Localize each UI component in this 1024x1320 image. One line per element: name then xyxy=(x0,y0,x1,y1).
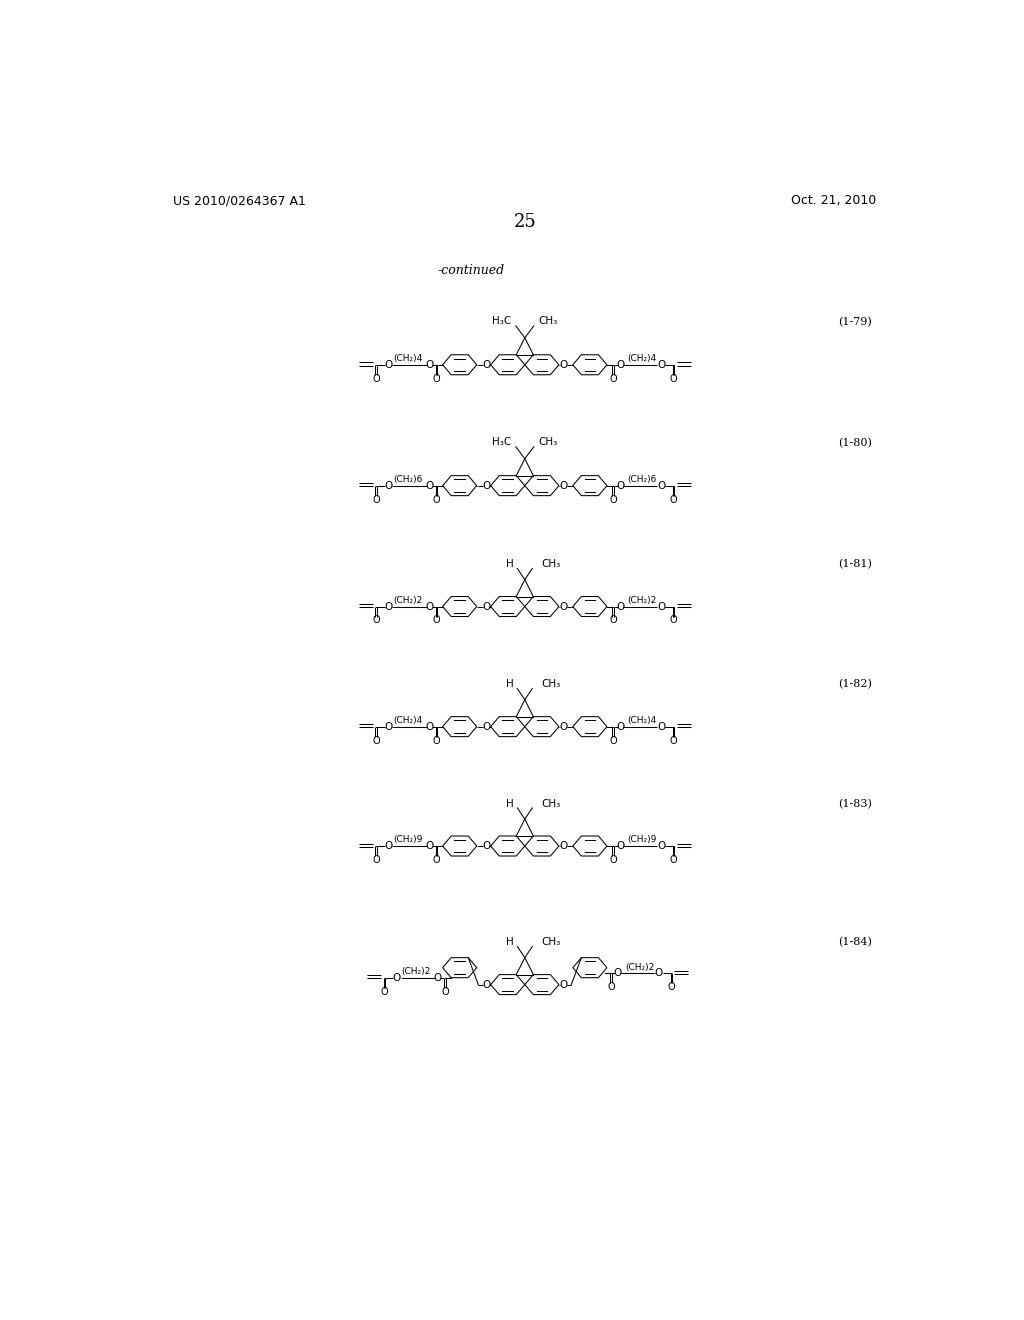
Text: O: O xyxy=(670,374,678,384)
Text: O: O xyxy=(613,969,622,978)
Text: (1-79): (1-79) xyxy=(839,317,872,327)
Text: O: O xyxy=(559,722,567,731)
Text: O: O xyxy=(670,735,678,746)
Text: O: O xyxy=(372,735,380,746)
Text: O: O xyxy=(609,374,617,384)
Text: H₃C: H₃C xyxy=(493,437,512,446)
Text: (CH₂)4: (CH₂)4 xyxy=(627,354,656,363)
Text: O: O xyxy=(559,602,567,611)
Text: (CH₂)2: (CH₂)2 xyxy=(393,595,423,605)
Text: O: O xyxy=(657,480,666,491)
Text: CH₃: CH₃ xyxy=(542,560,561,569)
Text: O: O xyxy=(616,480,625,491)
Text: O: O xyxy=(482,841,490,851)
Text: 25: 25 xyxy=(513,214,537,231)
Text: (1-82): (1-82) xyxy=(838,680,872,689)
Text: O: O xyxy=(432,855,440,865)
Text: O: O xyxy=(425,602,433,611)
Text: CH₃: CH₃ xyxy=(542,937,561,948)
Text: O: O xyxy=(372,615,380,626)
Text: H₃C: H₃C xyxy=(493,315,512,326)
Text: (CH₂)4: (CH₂)4 xyxy=(627,715,656,725)
Text: O: O xyxy=(657,602,666,611)
Text: O: O xyxy=(393,973,401,982)
Text: (CH₂)4: (CH₂)4 xyxy=(393,354,423,363)
Text: (CH₂)2: (CH₂)2 xyxy=(627,595,656,605)
Text: O: O xyxy=(609,615,617,626)
Text: O: O xyxy=(372,374,380,384)
Text: O: O xyxy=(384,480,392,491)
Text: CH₃: CH₃ xyxy=(542,799,561,809)
Text: CH₃: CH₃ xyxy=(542,680,561,689)
Text: O: O xyxy=(372,855,380,865)
Text: H: H xyxy=(506,799,514,809)
Text: CH₃: CH₃ xyxy=(538,315,557,326)
Text: O: O xyxy=(670,855,678,865)
Text: Oct. 21, 2010: Oct. 21, 2010 xyxy=(792,194,877,207)
Text: (CH₂)6: (CH₂)6 xyxy=(627,475,656,484)
Text: (CH₂)2: (CH₂)2 xyxy=(401,968,431,975)
Text: US 2010/0264367 A1: US 2010/0264367 A1 xyxy=(173,194,306,207)
Text: (CH₂)6: (CH₂)6 xyxy=(393,475,423,484)
Text: O: O xyxy=(654,969,664,978)
Text: O: O xyxy=(559,979,567,990)
Text: O: O xyxy=(425,480,433,491)
Text: O: O xyxy=(432,615,440,626)
Text: O: O xyxy=(609,855,617,865)
Text: O: O xyxy=(432,374,440,384)
Text: O: O xyxy=(384,360,392,370)
Text: O: O xyxy=(616,841,625,851)
Text: (1-81): (1-81) xyxy=(838,560,872,569)
Text: O: O xyxy=(609,735,617,746)
Text: (CH₂)9: (CH₂)9 xyxy=(627,836,656,845)
Text: O: O xyxy=(657,722,666,731)
Text: O: O xyxy=(607,982,614,993)
Text: H: H xyxy=(506,680,514,689)
Text: O: O xyxy=(381,986,388,997)
Text: O: O xyxy=(482,722,490,731)
Text: O: O xyxy=(482,480,490,491)
Text: O: O xyxy=(425,722,433,731)
Text: (CH₂)9: (CH₂)9 xyxy=(393,836,423,845)
Text: O: O xyxy=(432,495,440,504)
Text: O: O xyxy=(657,841,666,851)
Text: O: O xyxy=(384,602,392,611)
Text: (CH₂)2: (CH₂)2 xyxy=(625,962,654,972)
Text: O: O xyxy=(482,602,490,611)
Text: CH₃: CH₃ xyxy=(538,437,557,446)
Text: O: O xyxy=(616,722,625,731)
Text: O: O xyxy=(384,841,392,851)
Text: O: O xyxy=(609,495,617,504)
Text: O: O xyxy=(441,986,449,997)
Text: O: O xyxy=(657,360,666,370)
Text: O: O xyxy=(559,480,567,491)
Text: (CH₂)4: (CH₂)4 xyxy=(393,715,423,725)
Text: O: O xyxy=(425,841,433,851)
Text: H: H xyxy=(506,937,514,948)
Text: (1-83): (1-83) xyxy=(838,799,872,809)
Text: O: O xyxy=(482,360,490,370)
Text: -continued: -continued xyxy=(438,264,505,277)
Text: O: O xyxy=(670,495,678,504)
Text: O: O xyxy=(616,360,625,370)
Text: O: O xyxy=(559,841,567,851)
Text: O: O xyxy=(384,722,392,731)
Text: O: O xyxy=(670,615,678,626)
Text: (1-84): (1-84) xyxy=(838,937,872,948)
Text: O: O xyxy=(372,495,380,504)
Text: O: O xyxy=(425,360,433,370)
Text: O: O xyxy=(559,360,567,370)
Text: O: O xyxy=(434,973,442,982)
Text: O: O xyxy=(616,602,625,611)
Text: O: O xyxy=(482,979,490,990)
Text: H: H xyxy=(506,560,514,569)
Text: O: O xyxy=(432,735,440,746)
Text: O: O xyxy=(668,982,675,993)
Text: (1-80): (1-80) xyxy=(838,438,872,449)
